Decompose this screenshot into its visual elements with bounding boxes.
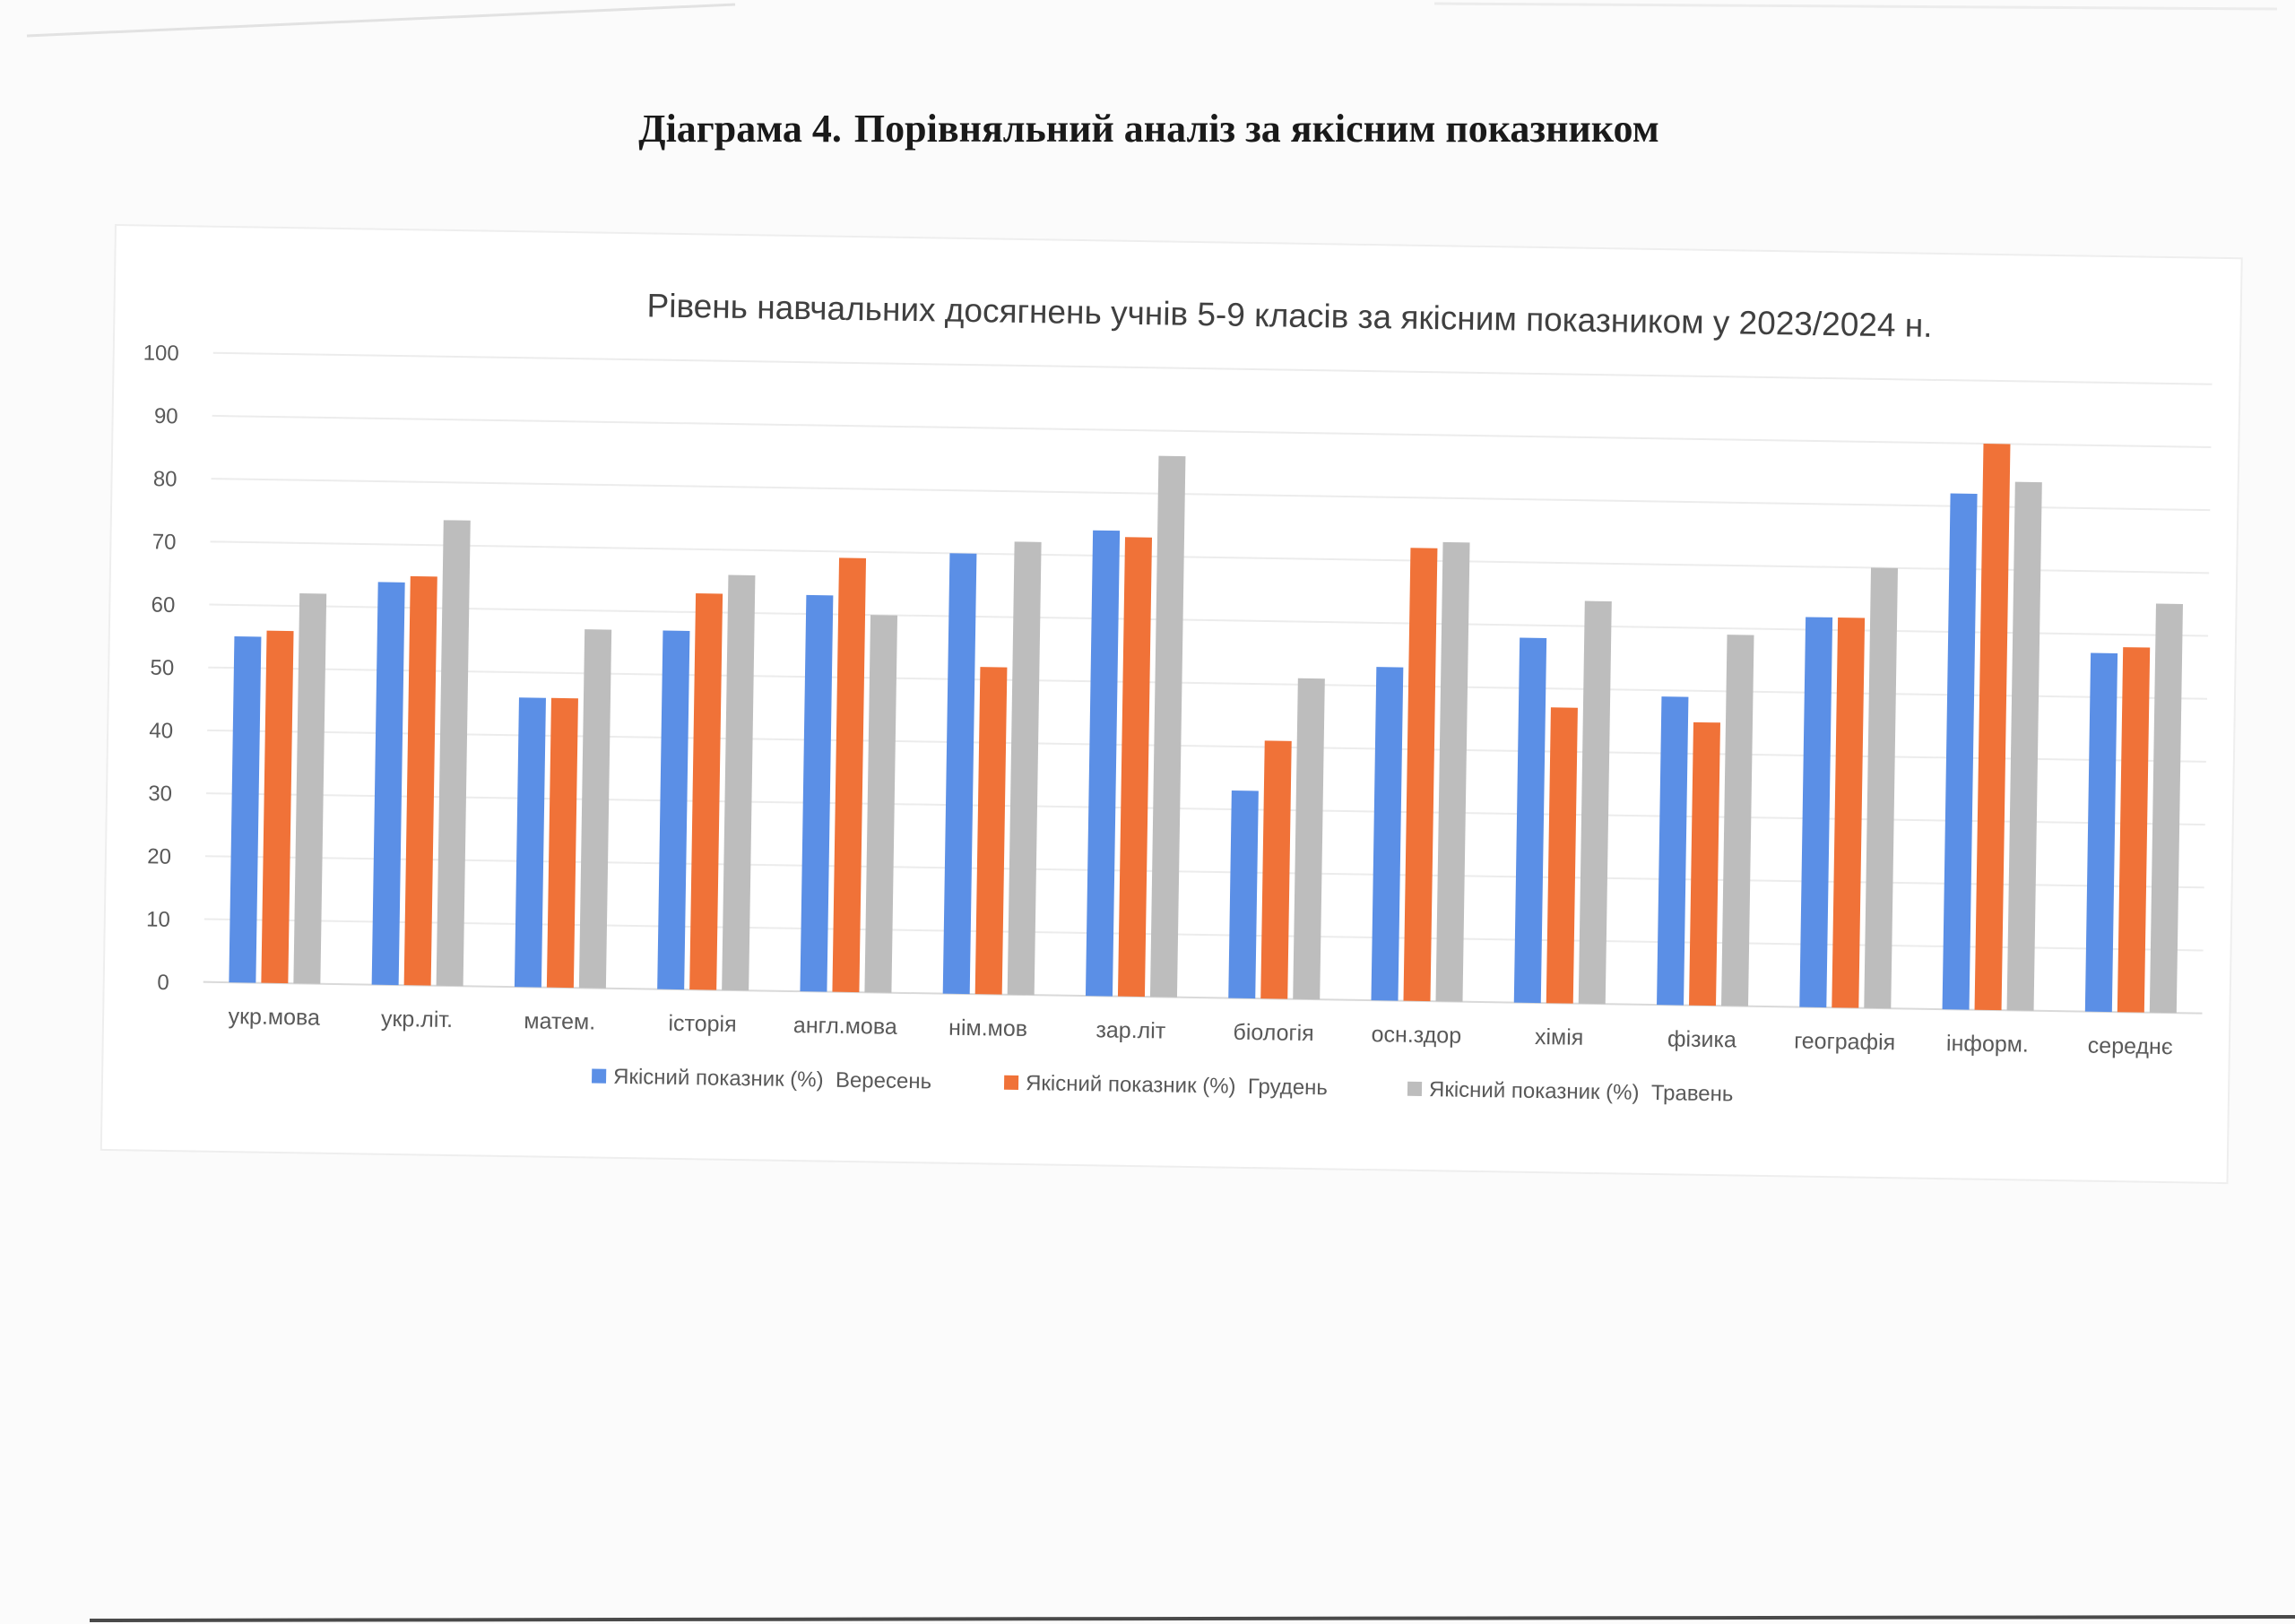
x-tick-label: англ.мова xyxy=(793,1013,897,1040)
gridline xyxy=(203,980,2203,1015)
bar xyxy=(1546,707,1578,1004)
document-heading: Діаграма 4. Порівняльний аналіз за якісн… xyxy=(0,106,2295,151)
bar xyxy=(1864,567,1899,1009)
legend-swatch xyxy=(592,1068,607,1084)
x-tick-label: історія xyxy=(668,1011,737,1037)
heading-main: Порівняльний аналіз за якісним показнико… xyxy=(853,107,1659,151)
gridline xyxy=(204,918,2204,952)
bar xyxy=(1578,600,1612,1005)
y-tick-label: 50 xyxy=(150,656,174,680)
bar xyxy=(261,630,294,984)
bar xyxy=(657,630,690,990)
bar xyxy=(293,593,327,984)
chart-frame: 0 10 20 30 40 50 60 70 80 90 100 укр.мова укр.літ. м… xyxy=(100,224,2243,1185)
x-tick-label: зар.літ xyxy=(1096,1017,1166,1043)
bar xyxy=(1832,618,1866,1008)
y-tick-label: 70 xyxy=(152,530,177,554)
y-tick-label: 20 xyxy=(147,844,171,868)
x-tick-label: укр.літ. xyxy=(381,1006,453,1032)
gridline xyxy=(208,666,2207,700)
legend-label: Якісний показник (%) Вересень xyxy=(613,1065,931,1094)
gridline xyxy=(211,478,2211,512)
bar xyxy=(1513,637,1547,1004)
gridline xyxy=(210,540,2210,574)
bar xyxy=(578,629,612,989)
x-tick-label: середнє xyxy=(2088,1033,2173,1059)
chart-title: Рівень навчальних досягнень учнів 5-9 кл… xyxy=(646,287,1933,344)
gridline xyxy=(204,855,2204,889)
legend-label: Якісний показник (%) Травень xyxy=(1429,1077,1734,1106)
gridline xyxy=(212,414,2212,448)
bar xyxy=(2084,652,2118,1013)
gridline xyxy=(206,792,2205,826)
bars xyxy=(229,443,2183,1014)
x-tick-label: хімія xyxy=(1535,1024,1584,1050)
bar xyxy=(1228,790,1259,999)
x-tick-label: матем. xyxy=(524,1008,595,1034)
bar xyxy=(2117,647,2151,1013)
bar xyxy=(1149,455,1186,998)
bar xyxy=(800,594,834,992)
x-tick-label: фізика xyxy=(1667,1026,1736,1052)
bar xyxy=(864,615,898,993)
bar xyxy=(229,636,262,983)
legend-swatch xyxy=(1407,1081,1423,1097)
gridlines xyxy=(203,351,2213,1015)
bar xyxy=(1657,696,1689,1006)
y-tick-label: 10 xyxy=(146,907,170,931)
bar xyxy=(1007,541,1042,996)
bar xyxy=(974,667,1008,995)
gridline xyxy=(209,603,2209,637)
bar xyxy=(1117,537,1153,998)
bar xyxy=(1403,548,1438,1002)
x-tick-label: інформ. xyxy=(1946,1031,2029,1057)
scan-edge-top-right xyxy=(1433,2,2278,11)
y-tick-label: 60 xyxy=(151,592,175,617)
bar xyxy=(514,697,546,988)
y-tick-label: 90 xyxy=(154,404,178,428)
x-axis-ticks: укр.мова укр.літ. матем. історія англ.мова ні… xyxy=(228,1004,2173,1059)
bar xyxy=(546,697,578,989)
bar xyxy=(2006,481,2042,1011)
y-tick-label: 80 xyxy=(153,467,178,491)
bar xyxy=(2149,603,2183,1014)
bar xyxy=(1799,617,1833,1008)
bar xyxy=(1689,721,1720,1006)
bar xyxy=(436,520,471,987)
legend-label: Якісний показник (%) Грудень xyxy=(1026,1071,1328,1100)
x-tick-label: нім.мов xyxy=(948,1015,1027,1041)
gridline xyxy=(212,351,2213,385)
bar xyxy=(1942,493,1978,1010)
scan-edge-bottom xyxy=(89,1615,2295,1622)
y-tick-label: 100 xyxy=(143,341,178,367)
x-tick-label: географія xyxy=(1794,1029,1895,1056)
y-tick-label: 0 xyxy=(157,971,169,995)
bar xyxy=(1974,443,2011,1011)
x-tick-label: укр.мова xyxy=(228,1004,320,1031)
bar xyxy=(832,557,867,993)
bar xyxy=(403,575,437,986)
y-axis-ticks: 0 10 20 30 40 50 60 70 80 90 100 xyxy=(143,341,178,996)
bar xyxy=(1085,530,1121,997)
bar xyxy=(1293,678,1325,1000)
bar xyxy=(1371,667,1404,1001)
x-tick-label: осн.здор xyxy=(1371,1022,1461,1049)
y-tick-label: 40 xyxy=(149,719,173,743)
scan-edge-top-left xyxy=(26,3,736,38)
bar xyxy=(1260,740,1292,999)
bar xyxy=(722,574,756,991)
heading-prefix: Діаграма 4. xyxy=(638,107,842,151)
gridline xyxy=(207,729,2206,763)
bar xyxy=(1435,541,1470,1002)
x-tick-label: біологія xyxy=(1233,1020,1314,1046)
bar xyxy=(689,592,723,990)
bar xyxy=(942,553,977,995)
bar xyxy=(371,582,405,986)
bar-chart: 0 10 20 30 40 50 60 70 80 90 100 укр.мова укр.літ. м… xyxy=(143,287,2213,1106)
bar xyxy=(1721,635,1754,1006)
legend: Якісний показник (%) Вересень Якісний пок… xyxy=(592,1065,1734,1106)
legend-swatch xyxy=(1003,1075,1019,1090)
y-tick-label: 30 xyxy=(148,782,172,806)
